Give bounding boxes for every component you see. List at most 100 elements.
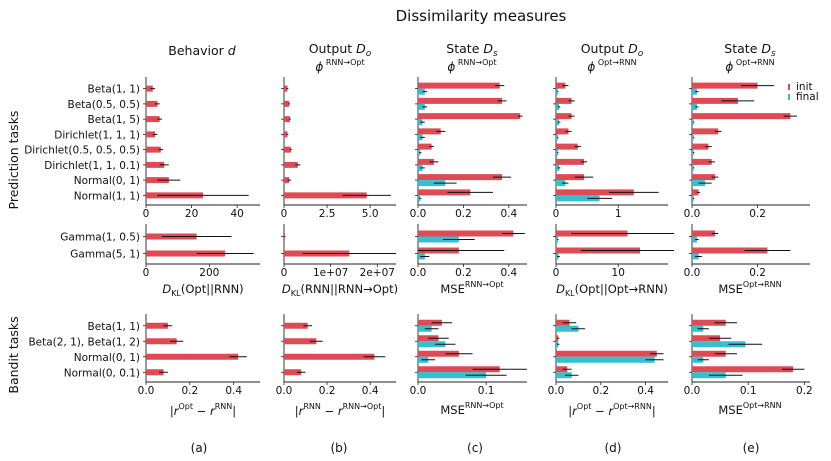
xlabel-b-gamma: DKL(RNN||RNN→Opt) [282,282,398,298]
bar-init [692,97,738,104]
bar-init [418,366,500,373]
x-tick-label: 0.0 [684,267,701,279]
bar-init [692,335,721,342]
xlabel-b-bandit: |rRNN − rRNN→Opt| [295,402,385,418]
bar-final [692,236,697,243]
x-tick-label: 0 [281,267,288,279]
bar-final [556,103,560,110]
bar-init [556,189,634,196]
bar-init [418,189,471,196]
bar-init [284,146,291,153]
x-tick-label: 0.0 [684,208,701,220]
legend: init final [788,81,819,103]
x-tick-label: 0 [281,208,288,220]
panel-c-prediction-main: 0.0 0.2 0.4 [410,77,527,220]
row-label-prediction: Prediction tasks [6,111,21,210]
figure-title: Dissimilarity measures [396,7,567,25]
bar-init [146,338,177,345]
bar-final [692,88,697,95]
category-label: Normal(0, 0.1) [64,367,140,379]
x-tick-label: 5.0 [362,208,379,220]
panel-d-bandit: 0.0 0.2 0.4 [548,314,668,397]
x-tick-label: 1 [615,208,622,220]
bar-init [418,113,521,120]
x-tick-label: 40 [231,208,244,220]
x-tick-label: 0 [553,267,560,279]
panel-e-bandit: 0.0 0.1 0.2 [684,314,813,397]
xlabel-a-bandit: |rOpt − rRNN| [170,402,236,418]
bar-init [556,82,566,89]
category-label: Beta(1, 1) [88,84,140,96]
x-tick-label: 0.2 [455,208,472,220]
legend-final-label: final [796,91,819,103]
bar-init [284,85,288,92]
x-tick-label: 0.2 [455,267,472,279]
x-tick-label: 20 [185,208,198,220]
panel-b-prediction-gamma: 0 1e+07 2e+07 [281,224,396,279]
x-tick-label: 2e+07 [360,267,395,279]
bar-final [692,341,746,348]
x-tick-label: 0.2 [592,385,609,397]
bar-init [556,113,572,120]
x-tick-label: 0.0 [548,385,565,397]
xlabel-d-bandit: |rOpt − rOpt→RNN| [568,402,655,418]
bar-final [418,119,423,126]
bar-init [692,230,715,237]
x-tick-label: 0.1 [740,385,757,397]
bar-init [692,82,758,89]
bar-init [284,369,302,376]
panel-a-prediction-gamma: 0 200 [143,224,260,279]
panel-a-prediction-main: 0 20 40 [143,77,260,220]
header-a-title: Behavior d [168,43,235,58]
bar-final [556,195,600,202]
bar-init [146,161,165,168]
category-label: Gamma(5, 1) [70,249,140,261]
legend-init-label: init [796,81,813,93]
bar-init [556,158,584,165]
x-tick-label: 0.2 [796,385,813,397]
x-tick-label: 0 [143,208,150,220]
bar-init [418,128,441,135]
bar-init [556,174,584,181]
bar-init [556,143,578,150]
x-tick-label: 0.0 [410,385,427,397]
x-tick-label: 10 [612,267,625,279]
bar-final [692,119,694,126]
bar-init [418,97,503,104]
panel-letter-a: (a) [191,441,208,455]
bar-init [284,161,298,168]
bar-final [418,372,487,379]
x-tick-label: 0.0 [276,385,293,397]
bar-init [146,131,156,138]
bar-init [692,174,715,181]
bar-init [692,113,791,120]
category-label: Beta(1, 1) [88,321,140,333]
x-tick-label: 0.1 [478,385,495,397]
bar-final [556,236,558,243]
bar-init [692,319,726,326]
bar-init [284,116,291,123]
header-d-title: Output Do [581,41,644,59]
bar-final [418,341,446,348]
category-label: Beta(0.5, 0.5) [68,99,140,111]
bar-final [692,195,694,202]
bar-final [418,180,446,187]
bar-init [284,100,290,107]
header-d-sub: ϕ Opt→RNN [587,58,636,74]
bar-init [692,189,699,196]
bar-final [692,134,694,141]
x-tick-label: 0.2 [749,208,766,220]
bar-final [556,164,560,171]
category-label: Normal(0, 1) [74,352,140,364]
x-tick-label: 0.0 [410,267,427,279]
panel-e-prediction-main: 0.0 0.2 [684,77,810,220]
x-tick-label: 0.4 [225,385,242,397]
bar-init [418,230,514,237]
panel-letter-d: (d) [605,441,622,455]
bar-final [418,134,423,141]
x-tick-label: 0.4 [637,385,654,397]
bar-final [556,325,579,332]
bar-final [418,236,459,243]
